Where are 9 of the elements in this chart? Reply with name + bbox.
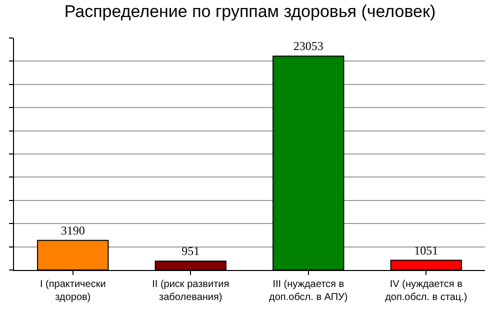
- data-label: 23053: [293, 39, 324, 54]
- x-tick-label: IV (нуждается в доп.обсл. в стац.): [385, 279, 468, 303]
- x-tick-label: III (нуждается в доп.обсл. в АПУ): [269, 279, 348, 303]
- data-label: 951: [182, 244, 200, 258]
- x-tick-label: I (практически здоров): [40, 279, 106, 303]
- chart-title: Распределение по группам здоровья (человек): [64, 2, 436, 21]
- data-label: 3190: [60, 223, 85, 238]
- x-tick-label: II (риск развития заболевания): [152, 279, 230, 303]
- data-label: 1051: [414, 243, 438, 258]
